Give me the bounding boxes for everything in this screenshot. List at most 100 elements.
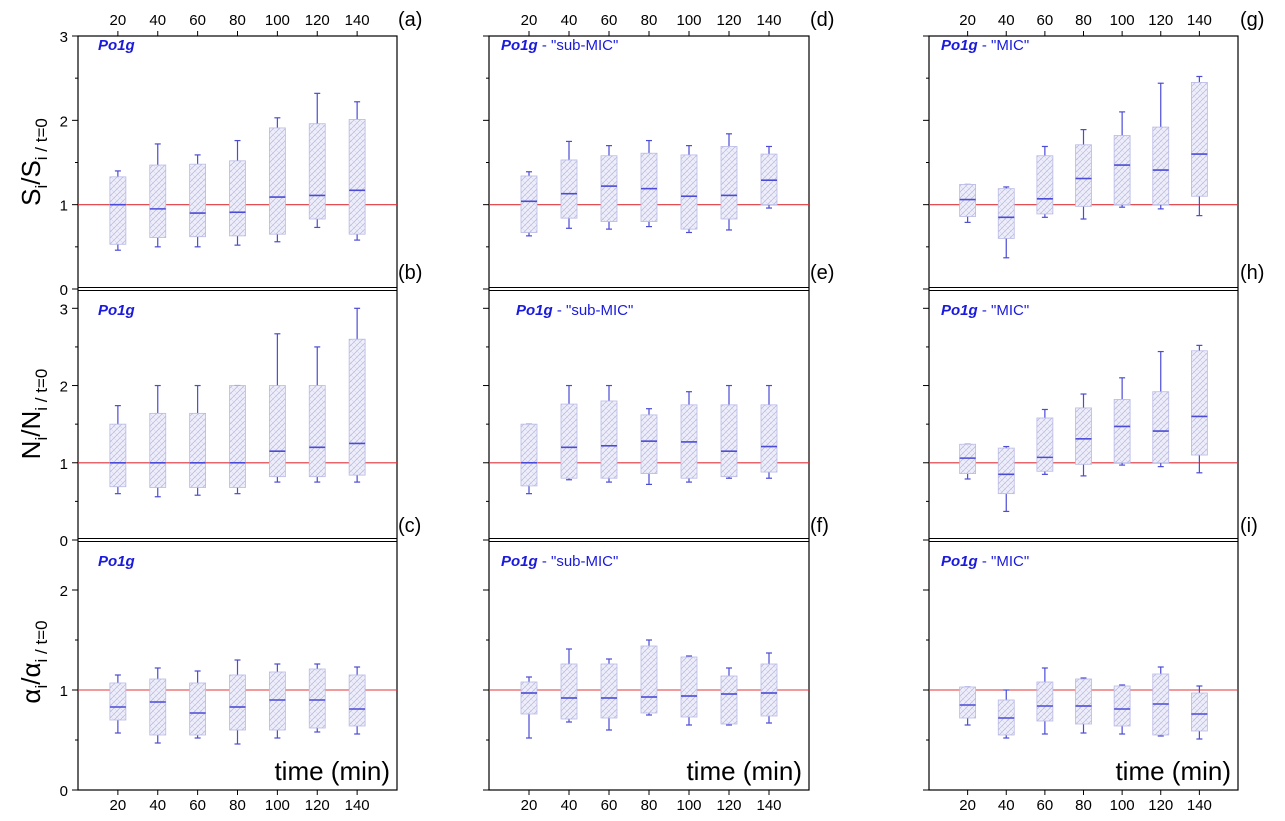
iqr-box [680, 656, 698, 718]
iqr-box [720, 675, 738, 725]
panel-letter: (g) [1240, 9, 1264, 31]
iqr-box [268, 385, 286, 478]
iqr-box [520, 175, 538, 233]
box-plot-t20 [520, 423, 538, 495]
box-plot-t60 [1036, 145, 1054, 218]
box-plot-t80 [640, 639, 658, 716]
box-plot-t80 [1075, 677, 1092, 734]
box-plot-t40 [149, 384, 167, 498]
box-plot-t140 [1190, 75, 1208, 217]
box-plot-t60 [600, 145, 618, 230]
box-plot-t120 [1152, 82, 1170, 210]
box-plot-t100 [1113, 377, 1131, 466]
strain-name: Po1g [98, 553, 135, 570]
x-tick-label-top: 60 [1037, 12, 1054, 29]
box-plot-t40 [560, 648, 578, 723]
iqr-box [308, 385, 326, 478]
iqr-box [348, 338, 366, 476]
x-tick-label-bottom: 100 [1110, 797, 1135, 814]
panel-letter: (a) [398, 9, 422, 31]
strain-name: Po1g [501, 37, 538, 54]
iqr-box [760, 663, 778, 717]
x-tick-label-bottom: 60 [601, 797, 618, 814]
iqr-box [109, 176, 127, 245]
iqr-box [189, 412, 207, 488]
strain-name: Po1g [941, 302, 978, 319]
x-tick-label-bottom: 60 [189, 797, 206, 814]
x-tick-label-top: 100 [1110, 12, 1135, 29]
box-plot-t120 [720, 667, 738, 726]
iqr-box [1190, 350, 1208, 456]
box-plot-t120 [1152, 350, 1170, 468]
x-tick-label-top: 80 [641, 12, 658, 29]
x-tick-label-bottom: 80 [641, 797, 658, 814]
condition-label: - "sub-MIC" [553, 302, 634, 319]
iqr-box [997, 447, 1015, 495]
y-label-mid: /N [16, 411, 46, 437]
iqr-box [600, 663, 618, 719]
box-plot-t20 [109, 170, 127, 251]
iqr-box [560, 159, 578, 219]
box-plot-t40 [560, 140, 578, 229]
iqr-box [640, 152, 658, 222]
condition-label: - "MIC" [978, 37, 1029, 54]
panel-letter: (d) [810, 9, 834, 31]
y-tick-label: 3 [60, 301, 68, 318]
box-plot-t120 [720, 384, 738, 479]
box-plot-t40 [997, 689, 1015, 739]
box-plot-t20 [520, 171, 538, 237]
y-label-mid: /α [16, 662, 46, 684]
x-tick-label-top: 140 [1187, 12, 1212, 29]
box-plot-t60 [189, 154, 207, 248]
box-plot-t60 [1036, 667, 1054, 735]
strain-name: Po1g [98, 37, 135, 54]
panel-title: Po1g [98, 37, 135, 54]
x-tick-label-bottom: 20 [110, 797, 127, 814]
condition-label: - "MIC" [978, 302, 1029, 319]
iqr-box [520, 423, 538, 487]
y-label-subscript: i / t=0 [32, 620, 51, 662]
iqr-box [560, 403, 578, 479]
box-plot-t140 [348, 101, 366, 241]
panel-title: Po1g - "MIC" [941, 37, 1029, 54]
condition-label: - "MIC" [978, 553, 1029, 570]
iqr-box [268, 671, 286, 731]
x-tick-label-top: 140 [756, 12, 781, 29]
iqr-box [760, 153, 778, 206]
box-plot-t80 [640, 139, 658, 228]
panel-letter: (i) [1240, 515, 1258, 537]
iqr-box [959, 184, 977, 217]
box-plot-t40 [997, 186, 1015, 259]
panel-title: Po1g - "MIC" [941, 302, 1029, 319]
box-plot-t120 [1152, 666, 1170, 737]
x-tick-label-bottom: 40 [149, 797, 166, 814]
x-tick-label-top: 100 [676, 12, 701, 29]
x-tick-label-top: 40 [561, 12, 578, 29]
box-plot-t140 [348, 307, 366, 483]
y-label-sub-i: i [32, 685, 51, 689]
condition-label: - "sub-MIC" [538, 37, 619, 54]
strain-name: Po1g [941, 553, 978, 570]
panel-letter: (c) [398, 515, 421, 537]
iqr-box [1113, 135, 1131, 206]
iqr-box [308, 123, 326, 220]
box-plot-t80 [229, 139, 246, 246]
box-plot-t100 [268, 333, 286, 483]
iqr-box [348, 119, 366, 235]
panel-title: Po1g [98, 302, 135, 319]
y-tick-label: 2 [60, 379, 68, 396]
iqr-box [600, 400, 618, 479]
strain-name: Po1g [501, 553, 538, 570]
box-plot-t100 [680, 655, 698, 726]
box-plot-t20 [109, 405, 127, 495]
iqr-box [1113, 399, 1131, 464]
box-plot-t20 [959, 443, 977, 480]
box-plot-t120 [720, 133, 738, 231]
box-plot-t140 [1190, 344, 1208, 474]
iqr-box [268, 127, 286, 235]
iqr-box [348, 674, 366, 727]
x-tick-label-bottom: 40 [561, 797, 578, 814]
panel-title: Po1g - "sub-MIC" [516, 302, 633, 319]
x-tick-label-top: 100 [265, 12, 290, 29]
x-tick-label-bottom: 40 [998, 797, 1015, 814]
